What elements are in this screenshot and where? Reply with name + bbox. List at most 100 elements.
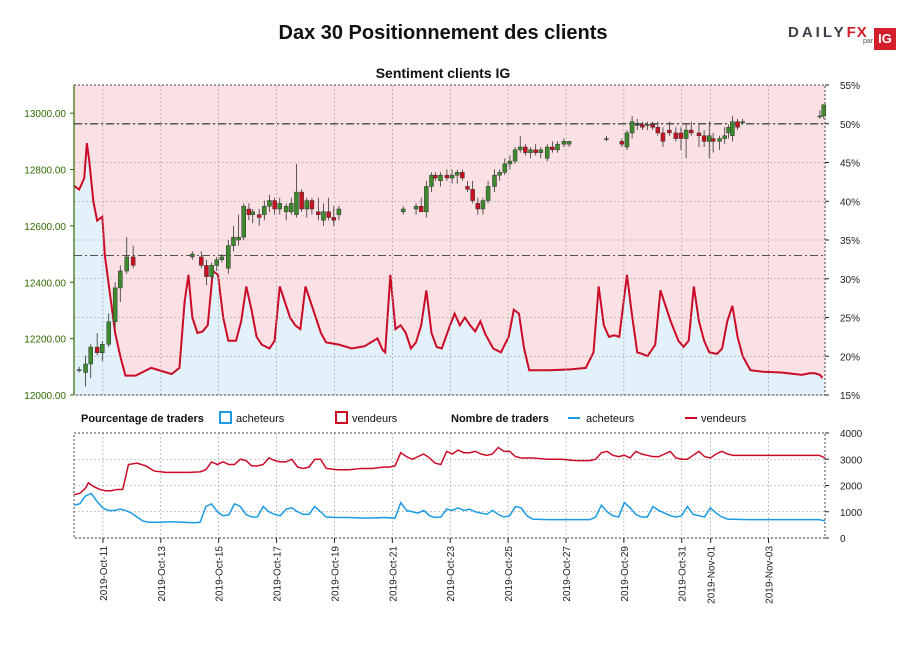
candle-down [246,208,252,215]
pct-tick-label: 25% [840,314,860,325]
candle-up [528,149,533,153]
price-axes: 12000.00 12200.00 12400.00 12600.00 12800.00… [24,81,860,402]
candle-up [289,203,294,213]
count-tick-label: 4000 [840,429,863,440]
candle-up [413,205,419,210]
candle-up [219,256,225,260]
date-tick-label: 2019-Oct-21 [388,546,399,602]
candle-up [262,205,267,215]
count-axes: 0 1000 2000 3000 4000 [825,429,863,545]
count-tick-label: 1000 [840,508,863,519]
candle-up [497,172,502,176]
chart-subtitle: Sentiment clients IG [375,65,511,81]
candle-up [722,135,727,139]
pct-tick-label: 20% [840,352,860,363]
logo-fx: FX [846,24,868,41]
candle-down [689,129,694,134]
candle-up [544,146,550,159]
candle-down [701,135,707,142]
candle-up [277,203,283,210]
candle-down [418,205,424,213]
candle-down [667,129,672,134]
candle-up [294,191,299,215]
candle-down [640,124,645,128]
pct-tick-label: 30% [840,275,860,286]
candle-down [256,214,262,218]
candle-down [475,203,481,210]
candle-down [309,200,315,210]
candle-up [267,200,272,207]
candle-up [449,174,455,179]
candle-up [635,124,640,126]
candle-up [118,270,123,289]
candle-up [304,200,310,210]
price-tick-label: 12800.00 [24,166,66,177]
date-tick-label: 2019-Nov-01 [707,546,718,604]
candle-up [726,127,731,134]
legend-count-title: Nombre de traders [451,413,549,425]
candle-up [561,141,567,145]
date-tick-label: 2019-Oct-25 [504,546,515,602]
count-lines [73,446,826,524]
candle-up [209,265,214,277]
price-tick-label: 12600.00 [24,222,66,233]
candle-up [190,253,195,258]
price-tick-label: 12400.00 [24,278,66,289]
date-tick-label: 2019-Oct-15 [215,546,226,602]
candle-down [523,146,528,153]
candle-up [730,121,735,136]
pct-tick-label: 35% [840,236,860,247]
candle-down [533,149,538,153]
candle-down [94,346,100,353]
pct-tick-label: 50% [840,120,860,131]
candle-up [76,369,82,371]
candle-up [321,211,326,221]
candle-up [424,186,429,213]
price-tick-label: 13000.00 [24,109,66,120]
sellers-pct-line [73,142,824,379]
candle-up [555,143,560,151]
candle-down [735,121,740,128]
candle-up [100,344,105,353]
date-tick-label: 2019-Oct-27 [562,546,573,602]
candle-up [429,174,434,187]
pct-tick-label: 55% [840,81,860,92]
candle-up [485,186,491,201]
pct-tick-label: 15% [840,391,860,402]
legend-count-sellers: vendeurs [701,413,747,425]
price-candles [76,104,826,387]
count-tick-label: 3000 [840,455,863,466]
candle-up [492,174,497,187]
candle-up [231,236,236,246]
date-tick-label: 2019-Oct-17 [273,546,284,602]
ig-logo-icon: IG [874,28,896,50]
candle-down [470,189,475,201]
candle-down [444,174,450,179]
candle-up [400,208,406,213]
candle-down [326,211,331,218]
candle-up [538,149,544,153]
candle-up [88,346,93,365]
candle-down [299,191,304,210]
price-tick-label: 12200.00 [24,335,66,346]
legend-count-buyers: acheteurs [586,413,635,425]
candle-up [740,121,745,123]
candle-up [645,124,650,126]
candle-down [272,200,277,210]
candle-up [512,149,518,162]
logo-par: par [863,38,874,45]
candle-up [717,138,722,142]
candle-up [226,245,231,269]
buyers-count-line [73,492,826,524]
count-tick-label: 0 [840,534,846,545]
candle-up [106,321,111,345]
count-grid [73,432,826,539]
date-tick-label: 2019-Oct-23 [446,546,457,602]
date-tick-label: 2019-Oct-29 [620,546,631,602]
date-tick-label: 2019-Nov-03 [765,546,776,604]
date-tick-label: 2019-Oct-19 [330,546,341,602]
candle-up [480,200,486,210]
date-tick-label: 2019-Oct-13 [157,546,168,602]
candle-up [624,132,630,148]
candle-up [336,208,342,215]
